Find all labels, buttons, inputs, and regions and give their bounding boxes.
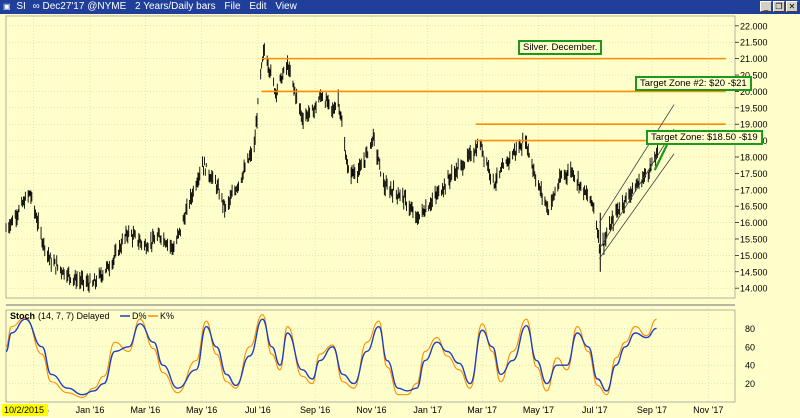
price-tick-label-11: 19.500: [740, 103, 768, 113]
price-tick-label-0: 14.000: [740, 284, 768, 294]
annotation-target-zone-1: Target Zone: $18.50 -$19: [646, 130, 763, 145]
stoch-tick-label-3: 80: [745, 324, 755, 334]
price-tick-label-2: 15.000: [740, 251, 768, 261]
time-tick-label-12: Nov '17: [693, 405, 723, 415]
time-tick-label-6: Nov '16: [356, 405, 386, 415]
price-tick-label-13: 20.500: [740, 71, 768, 81]
price-tick-label-6: 17.000: [740, 185, 768, 195]
stoch-panel-frame: [5, 309, 736, 403]
annotation-target-zone-2: Target Zone #2: $20 -$21: [635, 76, 752, 91]
restore-icon[interactable]: ❐: [773, 1, 785, 12]
chart-app-icon: ▣: [3, 2, 11, 11]
time-tick-label-1: Jan '16: [76, 405, 105, 415]
time-tick-label-3: May '16: [186, 405, 217, 415]
stoch-tick-label-0: 20: [745, 379, 755, 389]
price-tick-label-16: 22.000: [740, 21, 768, 31]
time-tick-label-8: Mar '17: [467, 405, 497, 415]
stoch-title: Stoch: [10, 311, 35, 321]
price-tick-label-7: 17.500: [740, 169, 768, 179]
price-tick-label-10: 19.000: [740, 120, 768, 130]
stoch-series-d: [5, 318, 657, 396]
time-tick-label-7: Jan '17: [413, 405, 442, 415]
time-tick-label-5: Sep '16: [300, 405, 330, 415]
menu-view[interactable]: View: [275, 1, 297, 12]
price-tick-label-3: 15.500: [740, 234, 768, 244]
stoch-params: (14, 7, 7) Delayed: [38, 311, 110, 321]
stoch-tick-label-1: 40: [745, 361, 755, 371]
close-icon[interactable]: ✕: [786, 1, 798, 12]
symbol-label: SI: [16, 1, 26, 12]
minimize-icon[interactable]: _: [760, 1, 772, 12]
contract-label: ∞ Dec27'17 @NYME: [32, 1, 127, 12]
period-label: 2 Years/Daily bars: [135, 1, 216, 12]
stoch-series-k: [5, 314, 657, 398]
time-tick-label-9: May '17: [523, 405, 554, 415]
price-tick-label-1: 14.500: [740, 267, 768, 277]
window-titlebar[interactable]: ▣ SI ∞ Dec27'17 @NYME 2 Years/Daily bars…: [0, 0, 800, 14]
start-date-label: 10/2/2015: [4, 405, 44, 415]
annotation-title: Silver. December.: [518, 40, 603, 55]
price-tick-label-8: 18.000: [740, 153, 768, 163]
time-tick-label-10: Jul '17: [582, 405, 608, 415]
price-tick-label-4: 16.000: [740, 218, 768, 228]
start-date-highlight: [2, 404, 48, 416]
menu-edit[interactable]: Edit: [249, 1, 267, 12]
time-tick-label-11: Sep '17: [637, 405, 667, 415]
time-tick-label-2: Mar '16: [130, 405, 160, 415]
price-tick-label-15: 21.500: [740, 38, 768, 48]
time-tick-label-4: Jul '16: [245, 405, 271, 415]
stoch-legend-k: K%: [160, 311, 174, 321]
price-tick-label-12: 20.000: [740, 87, 768, 97]
price-tick-label-5: 16.500: [740, 202, 768, 212]
stoch-legend-d: D%: [132, 311, 147, 321]
price-tick-label-14: 21.000: [740, 54, 768, 64]
stoch-tick-label-2: 60: [745, 342, 755, 352]
channel-line-2: [599, 153, 675, 259]
channel-line-0: [599, 128, 675, 250]
menu-file[interactable]: File: [224, 1, 241, 12]
channel-line-1: [599, 104, 675, 223]
